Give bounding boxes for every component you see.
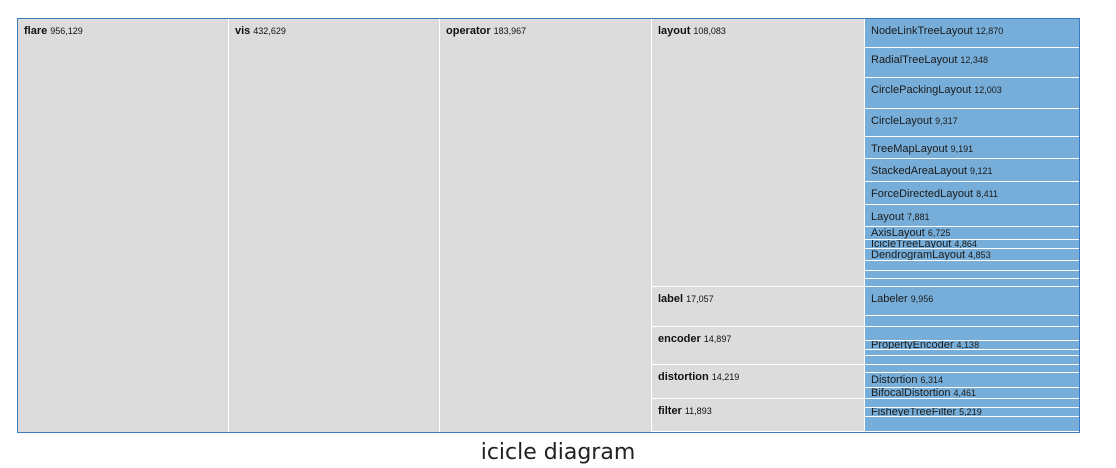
node-value: 12,003	[974, 85, 1002, 95]
node-name: CircleLayout	[871, 115, 933, 127]
icicle-node-leaf-13[interactable]	[865, 279, 1079, 287]
node-value: 12,870	[975, 26, 1004, 36]
node-value: 7,881	[907, 212, 930, 222]
icicle-node-leaf-19[interactable]	[865, 356, 1079, 365]
node-name: layout	[658, 25, 691, 37]
node-name: label	[658, 293, 684, 305]
icicle-node-leaf-23[interactable]	[865, 399, 1079, 408]
node-value: 14,219	[711, 372, 740, 382]
icicle-node-leaf-16[interactable]	[865, 327, 1079, 341]
node-value: 9,956	[910, 294, 934, 304]
node-name: DendrogramLayout	[871, 249, 966, 261]
node-value: 5,219	[959, 408, 982, 417]
icicle-node-CirclePackingLayout[interactable]: CirclePackingLayout 12,003	[865, 78, 1079, 109]
node-name: FisheyeTreeFilter	[871, 408, 957, 417]
icicle-node-DendrogramLayout[interactable]: DendrogramLayout 4,853	[865, 249, 1079, 261]
node-value: 14,897	[703, 334, 732, 344]
node-name: RadialTreeLayout	[871, 54, 958, 66]
icicle-node-leaf-12[interactable]	[865, 271, 1079, 279]
node-name: PropertyEncoder	[871, 341, 954, 350]
node-value: 108,083	[693, 26, 726, 36]
node-value: 183,967	[493, 26, 527, 36]
node-name: vis	[235, 25, 251, 37]
node-value: 4,461	[953, 388, 977, 398]
node-value: 17,057	[686, 294, 714, 304]
node-name: flare	[24, 25, 48, 37]
node-name: Labeler	[871, 293, 908, 305]
icicle-node-leaf-18[interactable]	[865, 350, 1079, 356]
node-name: CirclePackingLayout	[871, 84, 972, 96]
icicle-node-NodeLinkTreeLayout[interactable]: NodeLinkTreeLayout 12,870	[865, 19, 1079, 48]
icicle-node-leaf-15[interactable]	[865, 316, 1079, 327]
icicle-node-leaf-20[interactable]	[865, 365, 1079, 373]
node-value: 4,864	[954, 240, 977, 249]
node-name: IcicleTreeLayout	[871, 240, 952, 249]
icicle-node-layout[interactable]: layout 108,083	[652, 19, 865, 287]
node-value: 4,853	[968, 250, 991, 260]
node-name: NodeLinkTreeLayout	[871, 25, 973, 37]
node-name: ForceDirectedLayout	[871, 188, 974, 200]
icicle-node-StackedAreaLayout[interactable]: StackedAreaLayout 9,121	[865, 159, 1079, 182]
icicle-node-vis[interactable]: vis 432,629	[229, 19, 440, 432]
icicle-node-encoder[interactable]: encoder 14,897	[652, 327, 865, 365]
diagram-caption: icicle diagram	[480, 440, 636, 465]
icicle-node-Layout[interactable]: Layout 7,881	[865, 205, 1079, 227]
icicle-node-filter[interactable]: filter 11,893	[652, 399, 865, 432]
icicle-node-label[interactable]: label 17,057	[652, 287, 865, 327]
icicle-node-ForceDirectedLayout[interactable]: ForceDirectedLayout 8,411	[865, 182, 1079, 205]
node-value: 432,629	[253, 26, 286, 36]
icicle-node-leaf-25[interactable]	[865, 417, 1079, 432]
icicle-node-operator[interactable]: operator 183,967	[440, 19, 652, 432]
icicle-node-leaf-11[interactable]	[865, 261, 1079, 271]
icicle-node-TreeMapLayout[interactable]: TreeMapLayout 9,191	[865, 137, 1079, 159]
node-value: 8,411	[976, 189, 998, 199]
node-value: 6,725	[927, 228, 951, 238]
node-value: 9,121	[970, 166, 993, 176]
icicle-node-leaf-26[interactable]	[865, 432, 1079, 433]
node-name: Layout	[871, 211, 905, 223]
icicle-node-CircleLayout[interactable]: CircleLayout 9,317	[865, 109, 1079, 137]
node-value: 9,191	[950, 144, 974, 154]
node-name: BifocalDistortion	[871, 388, 951, 399]
icicle-node-AxisLayout[interactable]: AxisLayout 6,725	[865, 227, 1079, 240]
icicle-node-IcicleTreeLayout[interactable]: IcicleTreeLayout 4,864	[865, 240, 1079, 249]
icicle-diagram: flare 956,129 vis 432,629 operator 183,967 lay…	[17, 18, 1080, 433]
icicle-node-flare[interactable]: flare 956,129	[18, 19, 229, 432]
node-value: 956,129	[50, 26, 83, 36]
node-value: 12,348	[960, 55, 988, 65]
node-name: TreeMapLayout	[871, 143, 948, 155]
icicle-node-distortion[interactable]: distortion 14,219	[652, 365, 865, 399]
node-name: encoder	[658, 333, 701, 345]
node-value: 6,314	[920, 375, 943, 385]
node-name: AxisLayout	[871, 227, 925, 239]
node-value: 9,317	[935, 116, 958, 126]
icicle-node-Labeler[interactable]: Labeler 9,956	[865, 287, 1079, 316]
node-name: filter	[658, 405, 682, 417]
icicle-node-FisheyeTreeFilter[interactable]: FisheyeTreeFilter 5,219	[865, 408, 1079, 417]
icicle-node-RadialTreeLayout[interactable]: RadialTreeLayout 12,348	[865, 48, 1079, 78]
node-name: distortion	[658, 371, 709, 383]
node-name: Distortion	[871, 374, 918, 386]
node-name: StackedAreaLayout	[871, 165, 968, 177]
node-value: 4,138	[956, 341, 980, 350]
icicle-node-PropertyEncoder[interactable]: PropertyEncoder 4,138	[865, 341, 1079, 350]
icicle-node-Distortion[interactable]: Distortion 6,314	[865, 373, 1079, 388]
icicle-node-BifocalDistortion[interactable]: BifocalDistortion 4,461	[865, 388, 1079, 399]
node-value: 11,893	[684, 406, 712, 416]
node-name: operator	[446, 25, 491, 37]
